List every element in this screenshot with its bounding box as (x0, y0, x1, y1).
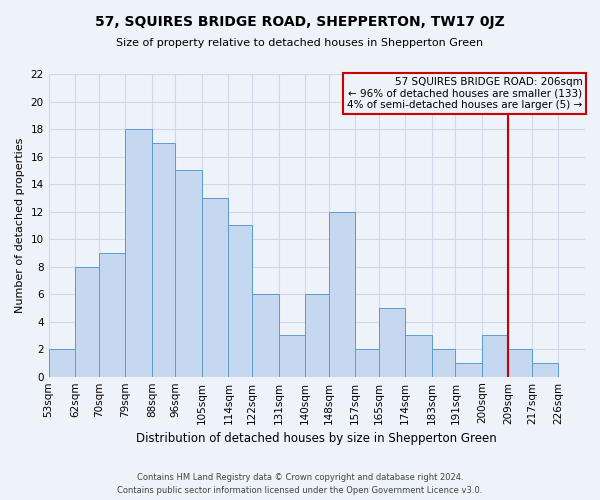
Bar (482, 336, 508, 376)
Bar (152, 143, 175, 376)
Bar (125, 129, 152, 376)
Bar (175, 170, 202, 376)
Bar (305, 294, 329, 376)
Bar (278, 336, 305, 376)
Bar (432, 349, 455, 376)
Text: Size of property relative to detached houses in Shepperton Green: Size of property relative to detached ho… (116, 38, 484, 48)
Bar (252, 294, 278, 376)
Bar (508, 349, 532, 376)
Bar (355, 349, 379, 376)
Text: 57 SQUIRES BRIDGE ROAD: 206sqm
← 96% of detached houses are smaller (133)
4% of : 57 SQUIRES BRIDGE ROAD: 206sqm ← 96% of … (347, 77, 583, 110)
Text: Contains HM Land Registry data © Crown copyright and database right 2024.
Contai: Contains HM Land Registry data © Crown c… (118, 473, 482, 495)
Bar (229, 226, 252, 376)
Bar (75, 266, 99, 376)
Bar (49, 349, 75, 376)
Bar (405, 336, 432, 376)
Bar (455, 363, 482, 376)
Bar (532, 363, 559, 376)
Bar (329, 212, 355, 376)
Bar (202, 198, 229, 376)
Text: 57, SQUIRES BRIDGE ROAD, SHEPPERTON, TW17 0JZ: 57, SQUIRES BRIDGE ROAD, SHEPPERTON, TW1… (95, 15, 505, 29)
Bar (99, 253, 125, 376)
Y-axis label: Number of detached properties: Number of detached properties (15, 138, 25, 313)
Bar (379, 308, 405, 376)
X-axis label: Distribution of detached houses by size in Shepperton Green: Distribution of detached houses by size … (136, 432, 497, 445)
